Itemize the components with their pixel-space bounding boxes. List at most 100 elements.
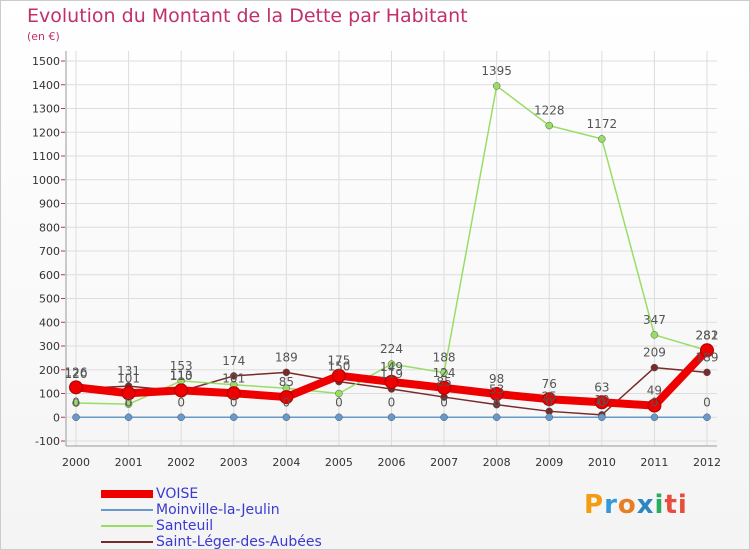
data-label: 53 xyxy=(489,383,504,397)
data-label: 0 xyxy=(335,395,343,409)
data-point xyxy=(703,368,711,377)
data-label: 0 xyxy=(703,395,711,409)
data-point xyxy=(545,413,553,421)
data-label: 0 xyxy=(388,395,396,409)
data-point xyxy=(647,398,662,413)
legend-label: Moinville-la-Jeulin xyxy=(156,502,280,518)
data-label: 101 xyxy=(222,371,245,385)
data-label: 0 xyxy=(283,395,291,409)
y-tick-label: 1300 xyxy=(32,103,60,116)
legend-swatch xyxy=(101,490,153,498)
data-point xyxy=(335,389,343,398)
data-point xyxy=(437,380,452,395)
data-label: 0 xyxy=(545,395,553,409)
data-point xyxy=(282,413,291,421)
data-point xyxy=(492,413,501,421)
data-point xyxy=(230,372,238,380)
x-tick-label: 2001 xyxy=(115,456,143,469)
x-tick-label: 2005 xyxy=(325,456,353,469)
x-tick-label: 2009 xyxy=(535,456,563,469)
data-point xyxy=(387,360,396,368)
y-tick-label: 1200 xyxy=(32,126,60,139)
y-tick-label: 600 xyxy=(39,269,60,282)
data-point xyxy=(331,368,346,383)
data-label: 85 xyxy=(436,375,451,389)
data-label: 281 xyxy=(696,329,719,343)
legend-swatch xyxy=(101,525,153,527)
data-point xyxy=(174,383,189,398)
data-point xyxy=(703,413,711,421)
data-label: 131 xyxy=(117,364,140,378)
data-point xyxy=(72,413,80,421)
x-tick-label: 2010 xyxy=(588,456,616,469)
x-tick-label: 2008 xyxy=(483,456,511,469)
data-label: 0 xyxy=(177,395,185,409)
data-point xyxy=(121,386,136,401)
data-point xyxy=(335,413,343,421)
x-tick-label: 2000 xyxy=(62,456,90,469)
data-label: 0 xyxy=(493,395,501,409)
y-tick-label: 1100 xyxy=(32,150,60,163)
x-tick-label: 2006 xyxy=(378,456,406,469)
y-tick-label: 400 xyxy=(39,316,60,329)
legend-label: Saint-Léger-des-Aubées xyxy=(156,534,322,550)
chart-unit: (en €) xyxy=(27,30,60,43)
data-point xyxy=(124,413,133,421)
data-point xyxy=(440,413,448,421)
data-label: 85 xyxy=(279,375,294,389)
y-tick-label: -100 xyxy=(35,435,60,448)
data-point xyxy=(700,343,714,358)
data-point xyxy=(650,331,659,339)
data-label: 189 xyxy=(275,350,298,364)
y-tick-label: 300 xyxy=(39,340,60,353)
data-point xyxy=(226,386,241,401)
x-tick-label: 2002 xyxy=(167,456,195,469)
data-label: 119 xyxy=(380,367,403,381)
data-label: 149 xyxy=(380,360,403,374)
legend: VOISE Moinville-la-Jeulin Santeuil Saint… xyxy=(101,486,322,550)
data-point xyxy=(492,400,501,409)
data-label: 209 xyxy=(643,346,666,360)
y-tick-label: 200 xyxy=(39,364,60,377)
legend-swatch xyxy=(101,541,153,543)
data-label: 110 xyxy=(170,369,193,383)
data-label: 282 xyxy=(696,328,719,342)
data-label: 113 xyxy=(170,368,193,382)
data-point xyxy=(384,374,399,389)
x-tick-label: 2003 xyxy=(220,456,248,469)
data-label: 49 xyxy=(647,384,662,398)
y-tick-label: 500 xyxy=(39,293,60,306)
y-tick-label: 1400 xyxy=(32,79,60,92)
data-label: 124 xyxy=(433,366,456,380)
data-point xyxy=(69,380,83,395)
data-point xyxy=(124,400,133,408)
data-label: 98 xyxy=(489,372,504,386)
x-tick-label: 2012 xyxy=(693,456,721,469)
data-point xyxy=(230,413,238,421)
data-point xyxy=(279,390,294,405)
legend-item-voise: VOISE xyxy=(101,486,322,502)
y-tick-label: 900 xyxy=(39,198,60,211)
data-label: 63 xyxy=(594,380,609,394)
data-point xyxy=(598,413,606,421)
y-tick-label: 100 xyxy=(39,388,60,401)
data-label: 0 xyxy=(651,395,659,409)
y-tick-label: 1000 xyxy=(32,174,60,187)
chart-title: Evolution du Montant de la Dette par Hab… xyxy=(27,5,468,27)
data-label: 0 xyxy=(230,395,238,409)
data-label: 76 xyxy=(542,377,557,391)
data-label: 153 xyxy=(170,359,193,373)
legend-label: VOISE xyxy=(156,486,199,502)
data-label: 175 xyxy=(327,354,350,368)
x-tick-label: 2011 xyxy=(640,456,668,469)
data-label: 347 xyxy=(643,313,666,327)
data-label: 0 xyxy=(125,395,133,409)
data-point xyxy=(489,386,504,401)
legend-label: Santeuil xyxy=(156,518,214,534)
data-point xyxy=(177,413,185,421)
data-label: 1172 xyxy=(587,117,618,131)
y-tick-label: 0 xyxy=(53,411,60,424)
proxiti-logo: Proxiti xyxy=(584,490,688,520)
